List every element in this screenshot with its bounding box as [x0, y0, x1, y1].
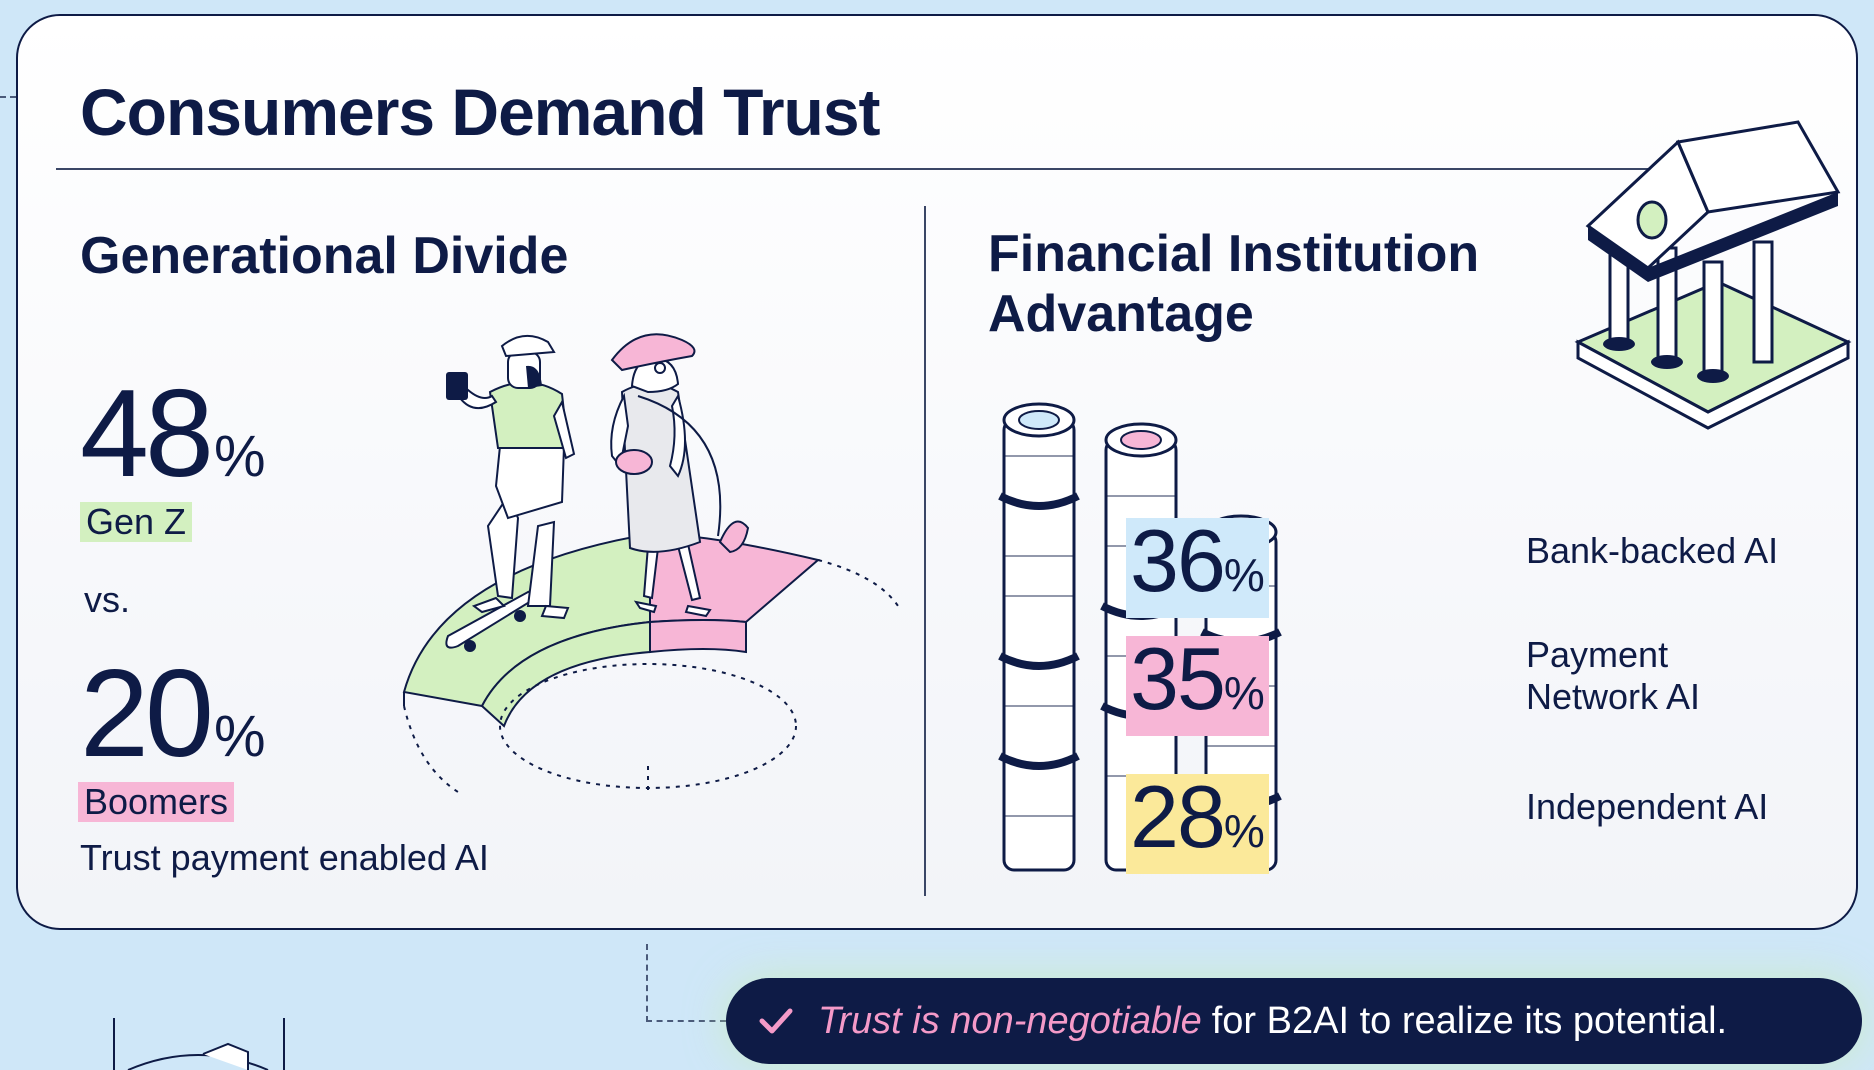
bank-backed-unit: %: [1223, 549, 1265, 601]
gen-z-value: 48: [80, 365, 214, 503]
fi-advantage-heading: Financial Institution Advantage: [988, 224, 1479, 344]
section-divider: [924, 206, 926, 896]
versus-text: vs.: [84, 579, 131, 620]
gen-z-unit: %: [213, 424, 266, 489]
bottom-building-partial-icon: [113, 1018, 285, 1070]
payment-network-label-line1: Payment: [1526, 634, 1669, 675]
title-divider: [56, 168, 1816, 170]
fi-heading-line2: Advantage: [988, 285, 1254, 343]
fi-heading-line1: Financial Institution: [988, 225, 1480, 283]
main-card: Consumers Demand Trust Generational Divi…: [16, 14, 1858, 930]
boomers-stat: 20%: [80, 652, 266, 799]
older-woman-illustration: [610, 333, 750, 618]
bank-building-icon: [1574, 120, 1852, 430]
bg-dashed-connector-horizontal: [646, 1020, 726, 1022]
bg-dashed-connector-vertical: [646, 944, 648, 1022]
banner-emphasis: Trust is non-negotiable: [818, 999, 1202, 1042]
banner-text: for B2AI to realize its potential.: [1211, 999, 1728, 1042]
payment-network-label-line2: Network AI: [1526, 676, 1701, 717]
coin-stack-icon: [998, 402, 1080, 872]
boomers-value: 20: [80, 645, 214, 783]
boomers-label: Boomers: [78, 782, 235, 822]
bank-backed-stat: 36%: [1126, 517, 1269, 618]
payment-network-stat: 35%: [1126, 635, 1269, 736]
independent-ai-value: 28: [1130, 767, 1226, 866]
generational-divide-heading: Generational Divide: [80, 227, 569, 285]
checkmark-icon: [759, 1008, 793, 1034]
boomers-unit: %: [213, 704, 266, 769]
bank-backed-label: Bank-backed AI: [1526, 530, 1779, 571]
gen-z-label: Gen Z: [80, 502, 193, 542]
independent-ai-unit: %: [1223, 805, 1265, 857]
gen-z-stat: 48%: [80, 372, 266, 519]
trust-caption: Trust payment enabled AI: [80, 837, 489, 878]
payment-network-value: 35: [1130, 629, 1226, 728]
bank-backed-value: 36: [1130, 511, 1226, 610]
skateboarder-illustration: [446, 335, 576, 620]
bg-dashed-connector-top: [0, 96, 16, 98]
payment-network-label: Payment Network AI: [1526, 634, 1700, 718]
trust-banner: Trust is non-negotiable for B2AI to real…: [726, 978, 1862, 1064]
independent-ai-label: Independent AI: [1526, 786, 1769, 827]
generational-illustration: [402, 333, 899, 796]
payment-network-unit: %: [1223, 667, 1265, 719]
page-title: Consumers Demand Trust: [80, 75, 881, 149]
independent-ai-stat: 28%: [1126, 773, 1269, 874]
